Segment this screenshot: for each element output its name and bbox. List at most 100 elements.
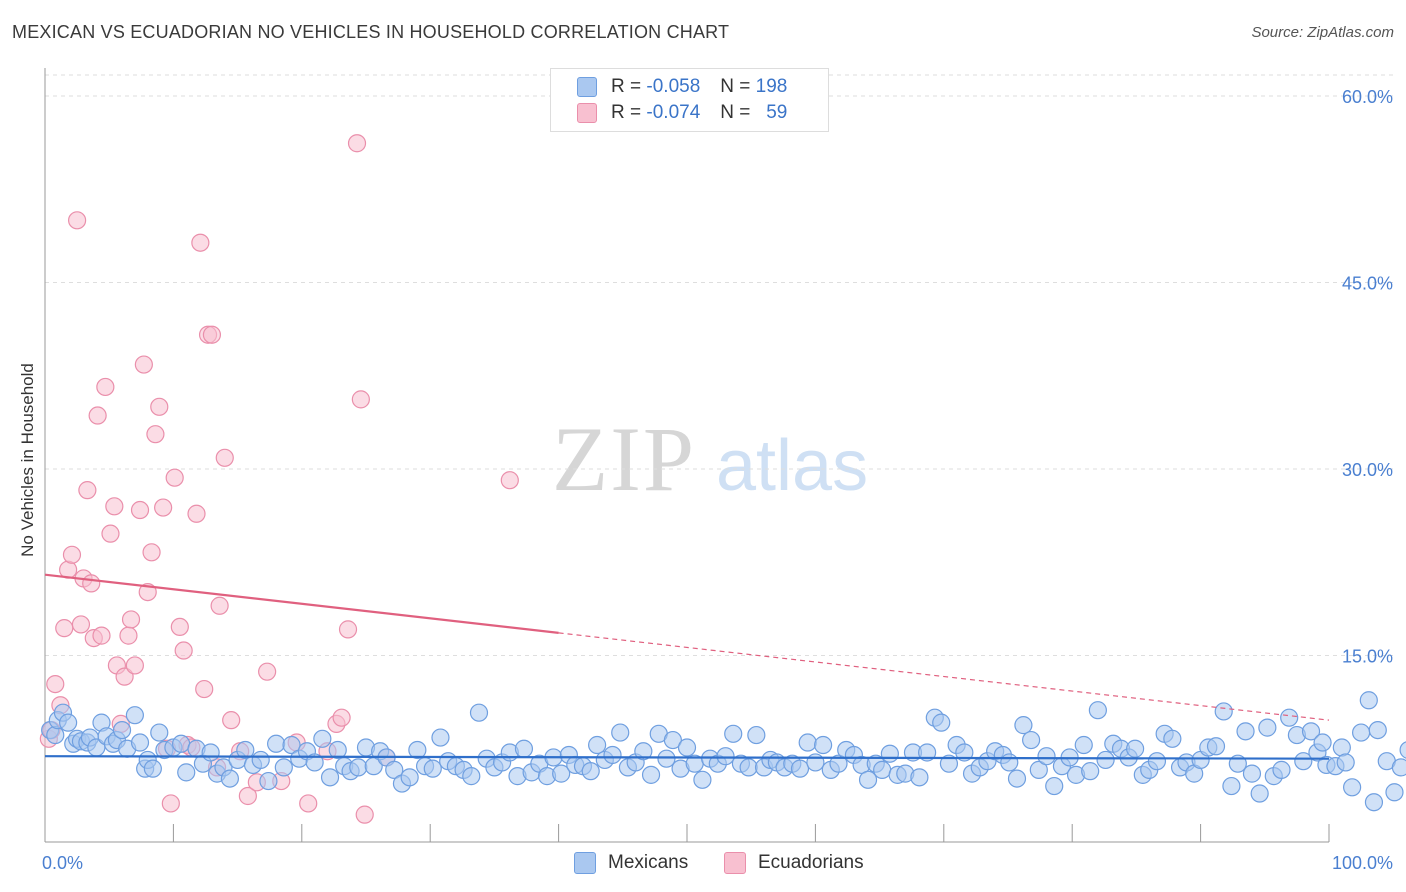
legend-row-ecuadorians: R = -0.074 N = 59: [577, 101, 787, 125]
mexican-point: [581, 762, 600, 781]
mexican-point: [1294, 752, 1313, 771]
mexican-point: [1364, 793, 1384, 812]
n-label: N =: [720, 76, 751, 97]
mexican-point: [328, 740, 347, 760]
ecuadorian-point: [125, 656, 144, 675]
mexican-point: [693, 770, 712, 789]
legend-label: Mexicans: [608, 852, 689, 873]
mexican-point: [313, 729, 332, 748]
y-tick-label: 15.0%: [1342, 647, 1393, 667]
mexican-point: [1000, 753, 1019, 772]
ecuadorian-point: [146, 425, 165, 444]
mexican-point: [1242, 764, 1262, 783]
ecuadorian-point: [150, 397, 169, 416]
mexican-point: [1081, 762, 1100, 781]
mexican-point: [1236, 722, 1255, 741]
ecuadorian-point: [165, 468, 184, 487]
y-axis-label: No Vehicles in Household: [18, 363, 37, 557]
mexican-point: [1022, 730, 1041, 750]
mexican-point: [274, 758, 293, 777]
ecuadorian-point: [299, 794, 318, 813]
mexican-point: [431, 728, 450, 747]
mexican-point: [143, 759, 162, 778]
mexican-point: [716, 747, 735, 766]
ecuadorian-point: [130, 500, 150, 520]
ecuadorian-point: [170, 617, 189, 637]
ecuadorian-point: [121, 610, 141, 629]
ecuadorian-point: [215, 448, 234, 467]
legend-label: Ecuadorians: [758, 852, 864, 873]
mexican-point: [349, 758, 368, 777]
mexican-point: [880, 744, 899, 763]
mexican-point: [798, 733, 817, 752]
ecuadorian-point: [161, 794, 180, 813]
ecuadorian-point: [174, 641, 193, 660]
mexican-point: [910, 768, 929, 787]
mexican-point: [1313, 733, 1332, 752]
r-label: R =: [611, 76, 642, 97]
stats-legend: R = -0.058 N = 198 R = -0.074 N = 59: [550, 68, 829, 132]
ecuadorians-trend-solid: [44, 573, 559, 634]
mexican-point: [1391, 758, 1406, 777]
mexican-point: [267, 734, 286, 753]
mexican-point: [408, 740, 427, 760]
ecuadorian-point: [67, 211, 87, 230]
mexican-point: [1045, 776, 1064, 796]
mexican-point: [1206, 737, 1226, 756]
mexican-point: [806, 753, 825, 772]
mexican-point: [1037, 747, 1056, 766]
ecuadorian-point: [62, 545, 82, 564]
mexican-point: [739, 758, 758, 777]
n-value: 59: [766, 102, 788, 123]
x-tick-label: 0.0%: [42, 853, 83, 873]
mexican-point: [677, 738, 697, 757]
mexican-point: [1029, 760, 1048, 779]
n-label: N =: [720, 102, 751, 123]
mexican-point: [1351, 723, 1371, 742]
mexican-point: [918, 743, 937, 762]
mexican-point: [1258, 718, 1277, 737]
ecuadorians-swatch: [577, 103, 597, 123]
ecuadorian-point: [187, 504, 206, 523]
mexican-point: [1250, 784, 1269, 803]
legend-row-mexicans: R = -0.058 N = 198: [577, 75, 787, 99]
mexican-point: [814, 735, 833, 755]
ecuadorian-point: [202, 325, 222, 344]
r-label: R =: [611, 102, 642, 123]
mexican-point: [201, 743, 220, 762]
mexican-point: [663, 730, 682, 750]
mexican-point: [641, 765, 661, 784]
ecuadorian-point: [191, 233, 210, 252]
mexican-point: [177, 763, 196, 782]
ecuadorian-point: [210, 596, 229, 615]
ecuadorian-point: [154, 498, 173, 517]
mexicans-swatch: [574, 852, 596, 874]
tick-labels: 15.0% 30.0% 45.0% 60.0% 0.0% 100.0%: [42, 87, 1393, 873]
legend-item-ecuadorians[interactable]: Ecuadorians: [724, 852, 864, 874]
mexican-point: [236, 740, 255, 760]
ecuadorian-point: [238, 786, 257, 806]
source-credit: Source: ZipAtlas.com: [1251, 24, 1394, 41]
chart-title: MEXICAN VS ECUADORIAN NO VEHICLES IN HOU…: [12, 22, 730, 42]
ecuadorian-point: [78, 481, 97, 500]
mexicans-trend-solid: [44, 755, 1330, 760]
mexican-point: [259, 771, 278, 791]
watermark-zip: ZIP: [552, 408, 696, 510]
mexican-point: [1126, 739, 1145, 758]
ecuadorian-point: [82, 574, 101, 593]
mexican-point: [1368, 720, 1387, 740]
ecuadorian-point: [115, 667, 134, 686]
ecuadorian-point: [142, 543, 161, 562]
ecuadorian-point: [105, 497, 124, 516]
mexican-point: [634, 742, 653, 761]
legend-item-mexicans[interactable]: Mexicans: [574, 852, 688, 874]
mexican-point: [220, 769, 239, 788]
mexican-point: [603, 745, 622, 765]
mexican-point: [1301, 722, 1321, 741]
ecuadorian-point: [134, 355, 153, 374]
mexican-point: [385, 760, 404, 779]
mexican-point: [1014, 716, 1033, 735]
y-tick-label: 60.0%: [1342, 87, 1393, 107]
mexican-point: [790, 759, 810, 778]
mexican-point: [939, 754, 959, 773]
